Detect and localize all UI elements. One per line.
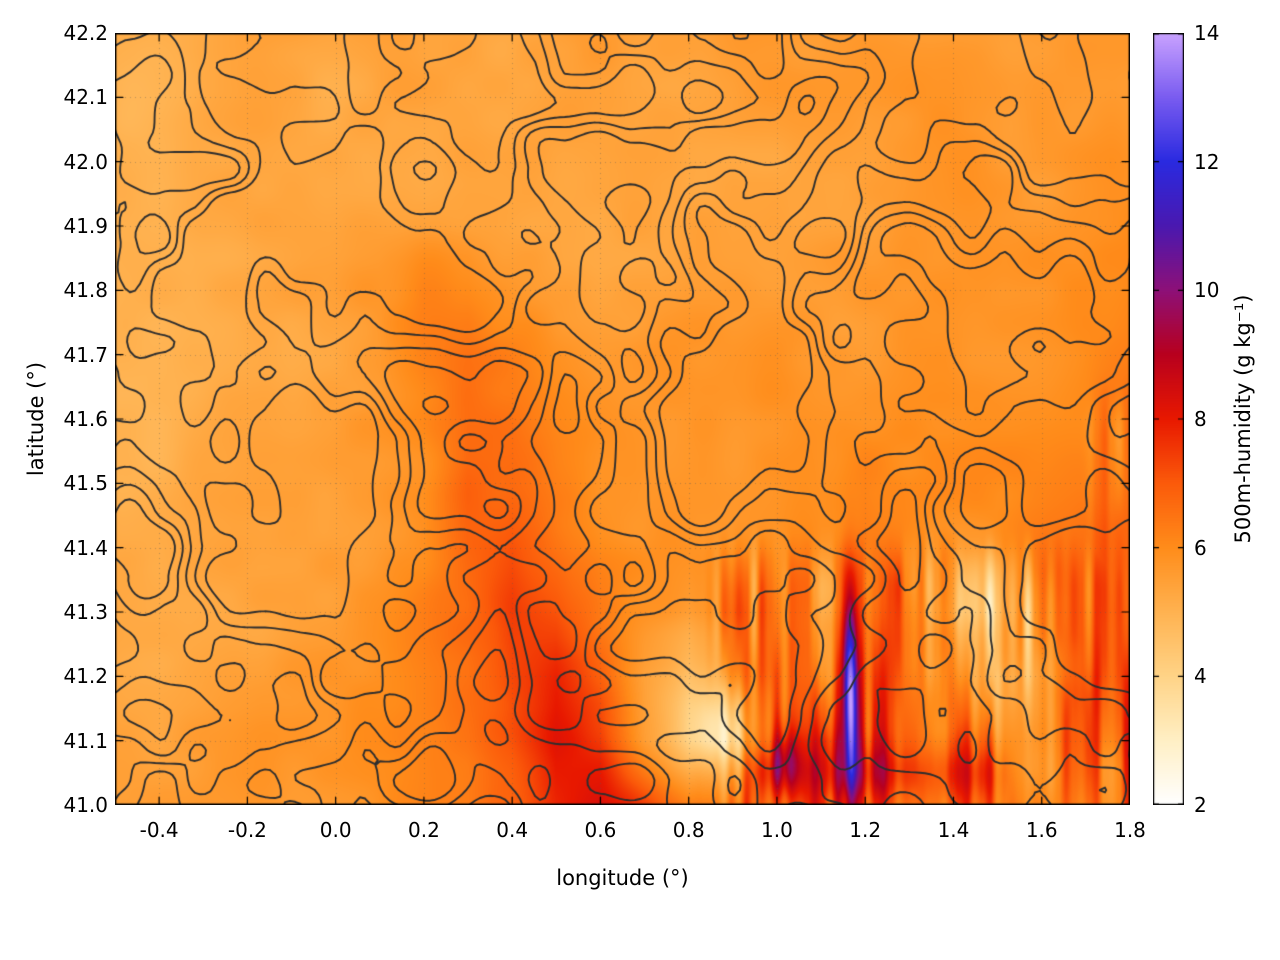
y-tick-label: 41.2 [63, 664, 108, 689]
x-tick-label: 1.4 [937, 818, 970, 842]
x-tick-label: 1.8 [1114, 818, 1146, 842]
colorbar-label: 500m-humidity (g kg⁻¹) [1231, 294, 1255, 544]
x-tick-label: -0.4 [139, 818, 179, 842]
y-tick-label: 42.2 [63, 21, 108, 45]
y-tick-label: 42.1 [63, 85, 108, 110]
x-tick-label: 0.4 [496, 818, 529, 842]
colorbar-tick-label: 12 [1194, 149, 1220, 174]
y-tick-label: 42.0 [63, 149, 108, 174]
colorbar-tick-label: 6 [1194, 535, 1207, 560]
y-tick-label: 41.8 [63, 278, 108, 303]
x-tick-label: -0.2 [227, 818, 267, 842]
colorbar-tick-label: 2 [1194, 793, 1207, 817]
x-tick-label: 0.0 [319, 818, 352, 842]
x-tick-label: 1.2 [849, 818, 882, 842]
y-axis-label: latitude (°) [24, 361, 48, 477]
x-tick-label: 0.6 [584, 818, 617, 842]
colorbar-tick-label: 14 [1194, 21, 1220, 45]
y-tick-label: 41.0 [63, 793, 108, 817]
y-tick-label: 41.6 [63, 407, 108, 431]
y-tick-label: 41.3 [63, 600, 108, 624]
heatmap-plot-canvas [115, 33, 1130, 805]
colorbar-canvas [1153, 33, 1184, 805]
x-axis-label: longitude (°) [556, 866, 689, 890]
x-tick-label: 1.0 [761, 818, 793, 842]
y-tick-label: 41.4 [63, 535, 108, 560]
y-tick-label: 41.7 [63, 342, 108, 367]
x-tick-label: 0.2 [408, 818, 440, 842]
colorbar-tick-label: 10 [1194, 278, 1220, 303]
colorbar-tick-label: 8 [1194, 407, 1207, 431]
y-tick-label: 41.5 [63, 471, 108, 496]
x-tick-label: 1.6 [1025, 818, 1058, 842]
y-tick-label: 41.9 [63, 214, 108, 238]
y-tick-label: 41.1 [63, 728, 108, 753]
x-tick-label: 0.8 [672, 818, 705, 842]
colorbar-tick-label: 4 [1194, 664, 1207, 689]
